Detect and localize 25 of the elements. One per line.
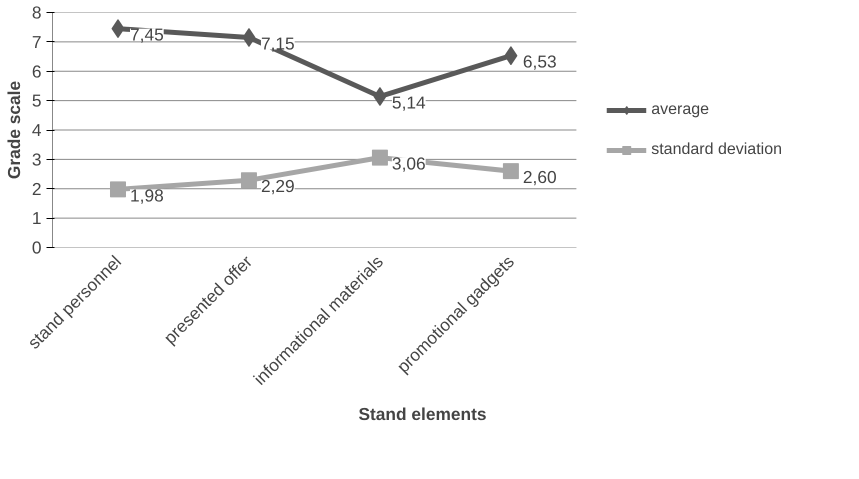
- data-label: 5,14: [392, 92, 426, 113]
- y-axis-title: Grade scale: [4, 80, 24, 180]
- data-label: 3,06: [392, 154, 426, 174]
- data-label: 2,60: [522, 167, 557, 188]
- point: [502, 163, 519, 180]
- y-tick-label: 8: [32, 2, 42, 22]
- data-label: 7,45: [130, 24, 164, 45]
- data-label: 2,29: [260, 176, 295, 196]
- legend-label: standard deviation: [651, 140, 782, 158]
- point: [240, 172, 257, 188]
- y-tick-label: 5: [32, 90, 42, 111]
- legend-label: average: [651, 100, 710, 118]
- y-tick-label: 6: [32, 61, 42, 82]
- y-tick-label: 2: [32, 178, 42, 199]
- point: [372, 150, 388, 166]
- x-axis-title: Stand elements: [358, 404, 487, 424]
- y-tick-label: 7: [32, 32, 42, 52]
- y-tick-label: 4: [32, 120, 42, 140]
- y-tick-label: 3: [32, 149, 42, 170]
- point: [110, 181, 126, 198]
- data-label: 6,53: [522, 52, 557, 72]
- y-tick-label: 0: [32, 238, 42, 258]
- data-label: 7,15: [260, 33, 295, 54]
- y-tick-label: 1: [32, 208, 42, 228]
- data-label: 1,98: [130, 185, 164, 206]
